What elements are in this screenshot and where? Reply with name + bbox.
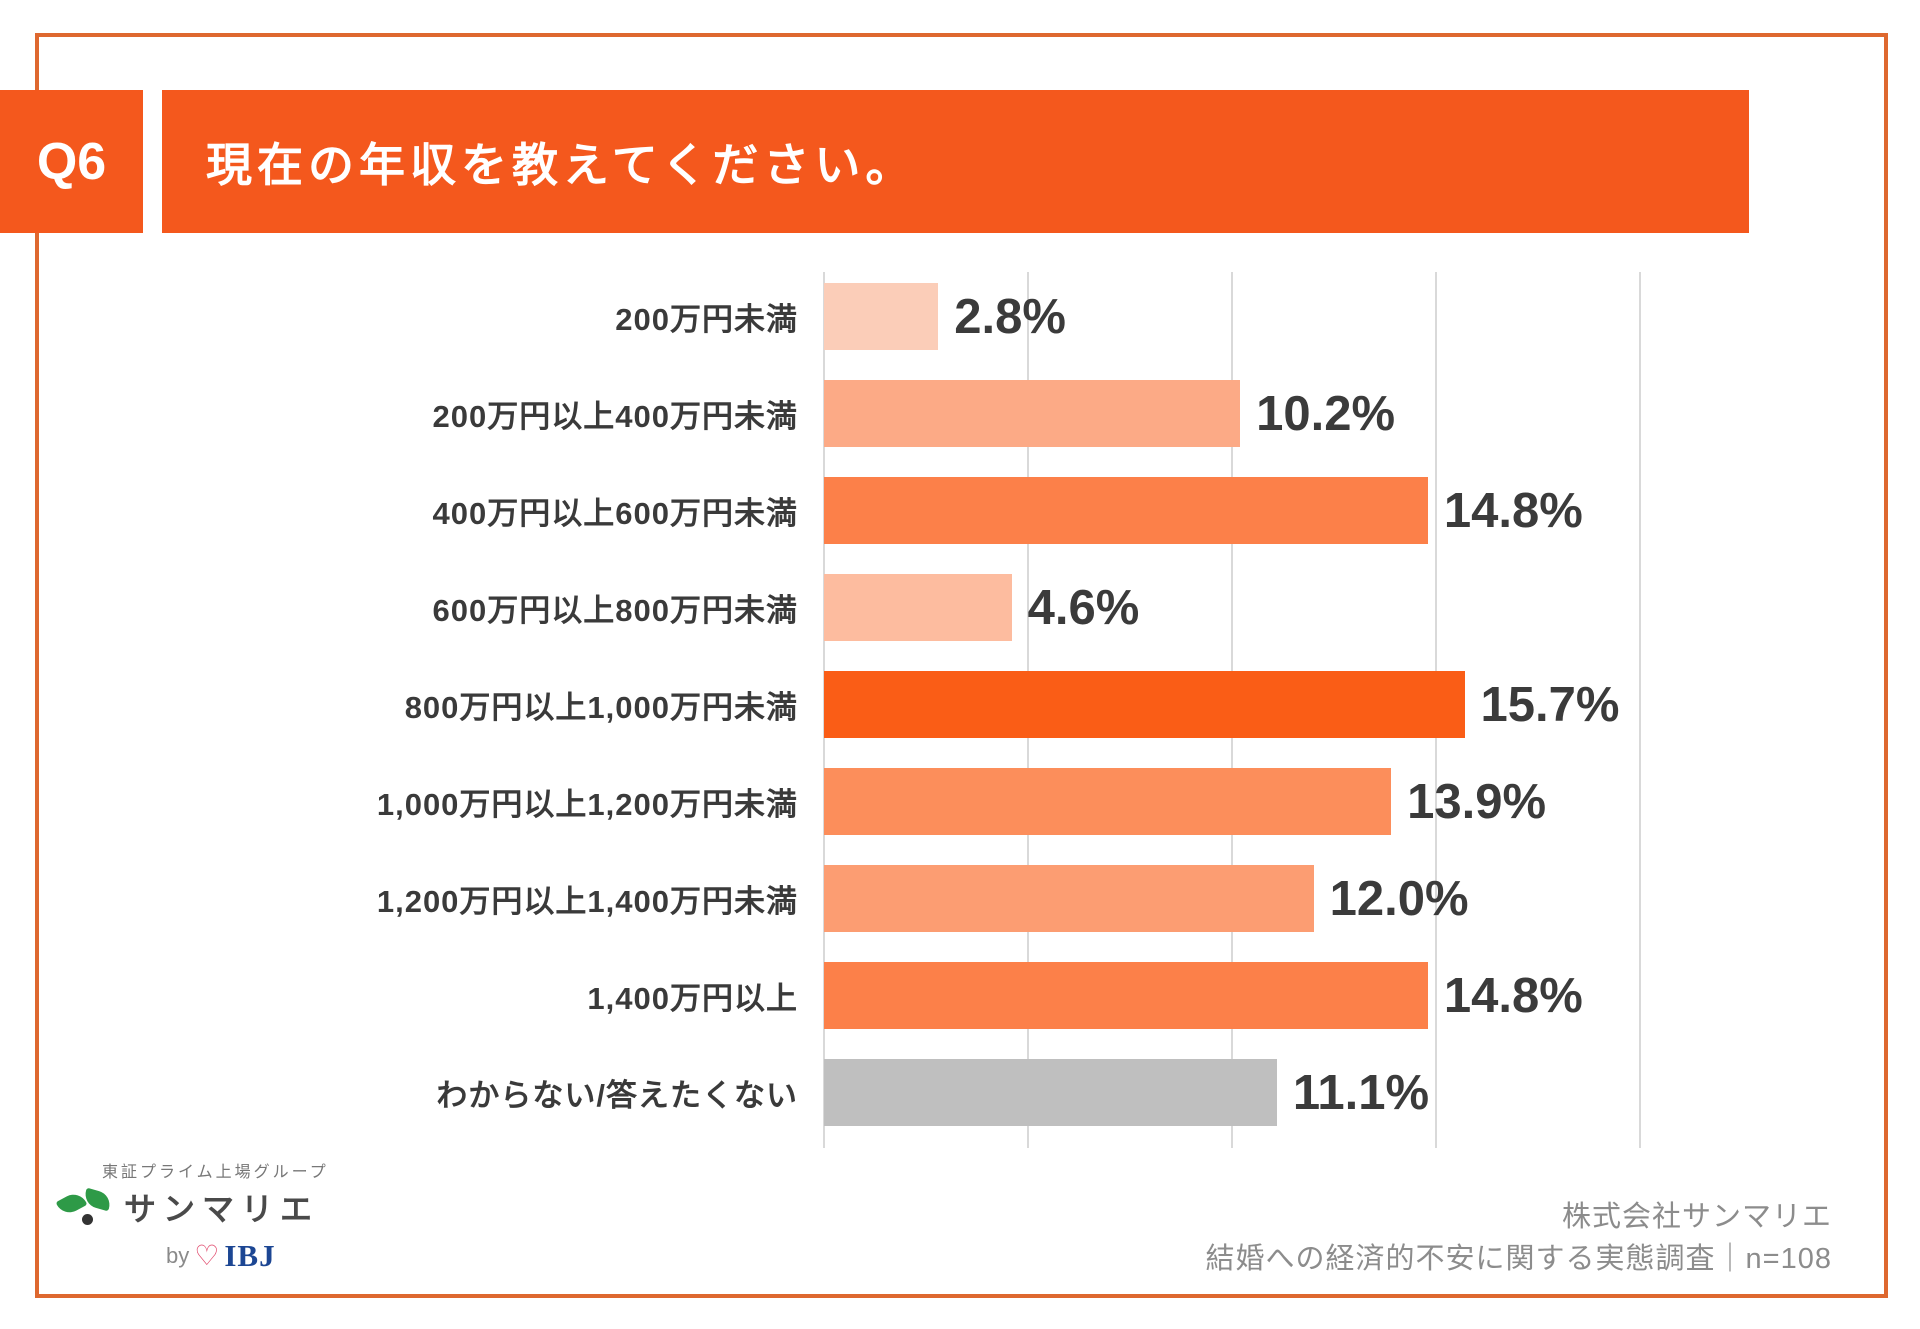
value-label: 4.6% bbox=[1027, 580, 1140, 635]
value-label: 10.2% bbox=[1256, 386, 1396, 441]
chart-row: 800万円以上1,000万円未満 15.7% bbox=[0, 671, 1640, 738]
question-number-badge: Q6 bbox=[0, 90, 143, 233]
bar bbox=[824, 1059, 1277, 1126]
category-label: 400万円以上600万円未満 bbox=[432, 496, 798, 531]
category-label: 200万円以上400万円未満 bbox=[432, 399, 798, 434]
gridline bbox=[1639, 272, 1641, 1148]
bar-track: 4.6% bbox=[824, 574, 1640, 641]
question-number: Q6 bbox=[36, 132, 107, 191]
category-label: 1,200万円以上1,400万円未満 bbox=[376, 884, 798, 919]
bar bbox=[824, 380, 1241, 447]
value-label: 14.8% bbox=[1443, 483, 1583, 538]
bar bbox=[824, 865, 1314, 932]
value-label: 11.1% bbox=[1292, 1065, 1430, 1120]
ibj-wordmark: IBJ bbox=[224, 1238, 276, 1273]
bar-chart: 200万円未満 2.8% 200万円以上400万円未満 10.2% 400万円以… bbox=[0, 272, 1641, 1148]
category-label: わからない/答えたくない bbox=[436, 1078, 798, 1113]
chart-row: 200万円以上400万円未満 10.2% bbox=[0, 380, 1640, 447]
category-label: 800万円以上1,000万円未満 bbox=[404, 690, 798, 725]
value-label: 14.8% bbox=[1443, 968, 1583, 1023]
chart-row: 1,000万円以上1,200万円未満 13.9% bbox=[0, 768, 1640, 835]
bar-track: 2.8% bbox=[824, 283, 1640, 350]
logo-group-line: 東証プライム上場グループ bbox=[102, 1164, 329, 1181]
source-company: 株式会社サンマリエ bbox=[1561, 1201, 1832, 1233]
chart-row: 1,200万円以上1,400万円未満 12.0% bbox=[0, 865, 1640, 932]
chart-row: 1,400万円以上 14.8% bbox=[0, 962, 1640, 1029]
source-survey: 結婚への経済的不安に関する実態調査｜n=108 bbox=[1205, 1243, 1832, 1276]
holly-leaves-icon bbox=[55, 1186, 116, 1228]
chart-row: わからない/答えたくない 11.1% bbox=[0, 1059, 1640, 1126]
chart-row: 400万円以上600万円未満 14.8% bbox=[0, 477, 1640, 544]
value-label: 12.0% bbox=[1329, 871, 1469, 926]
bar bbox=[824, 671, 1465, 738]
bar bbox=[824, 962, 1428, 1029]
value-label: 15.7% bbox=[1480, 677, 1620, 732]
category-label: 1,000万円以上1,200万円未満 bbox=[376, 787, 798, 822]
source-note: 株式会社サンマリエ 結婚への経済的不安に関する実態調査｜n=108 bbox=[1206, 1196, 1832, 1280]
bar-track: 14.8% bbox=[824, 962, 1640, 1029]
bar-track: 14.8% bbox=[824, 477, 1640, 544]
category-label: 600万円以上800万円未満 bbox=[432, 593, 798, 628]
by-word: by bbox=[166, 1243, 190, 1268]
chart-row: 600万円以上800万円未満 4.6% bbox=[0, 574, 1640, 641]
category-label: 1,400万円以上 bbox=[587, 981, 798, 1016]
chart-row: 200万円未満 2.8% bbox=[0, 283, 1640, 350]
category-label: 200万円未満 bbox=[615, 302, 798, 337]
value-label: 13.9% bbox=[1407, 774, 1547, 829]
bar-track: 15.7% bbox=[824, 671, 1640, 738]
page-border-frame bbox=[35, 33, 1888, 1298]
question-title-bar: 現在の年収を教えてください。 bbox=[162, 90, 1749, 233]
logo-by-line: by ♡ IBJ bbox=[166, 1238, 329, 1274]
sunmarie-logo: 東証プライム上場グループ サンマリエ by ♡ IBJ bbox=[55, 1158, 329, 1274]
bar-track: 12.0% bbox=[824, 865, 1640, 932]
value-label: 2.8% bbox=[954, 289, 1066, 344]
bar bbox=[824, 574, 1012, 641]
bar bbox=[824, 768, 1392, 835]
bar bbox=[824, 283, 939, 350]
question-title: 現在の年収を教えてください。 bbox=[206, 138, 917, 191]
chart-rows: 200万円未満 2.8% 200万円以上400万円未満 10.2% 400万円以… bbox=[0, 283, 1640, 1126]
bar-track: 11.1% bbox=[824, 1059, 1640, 1126]
bar-track: 13.9% bbox=[824, 768, 1640, 835]
bar bbox=[824, 477, 1428, 544]
brand-name: サンマリエ bbox=[124, 1191, 320, 1227]
heart-icon: ♡ bbox=[194, 1240, 220, 1271]
bar-track: 10.2% bbox=[824, 380, 1640, 447]
